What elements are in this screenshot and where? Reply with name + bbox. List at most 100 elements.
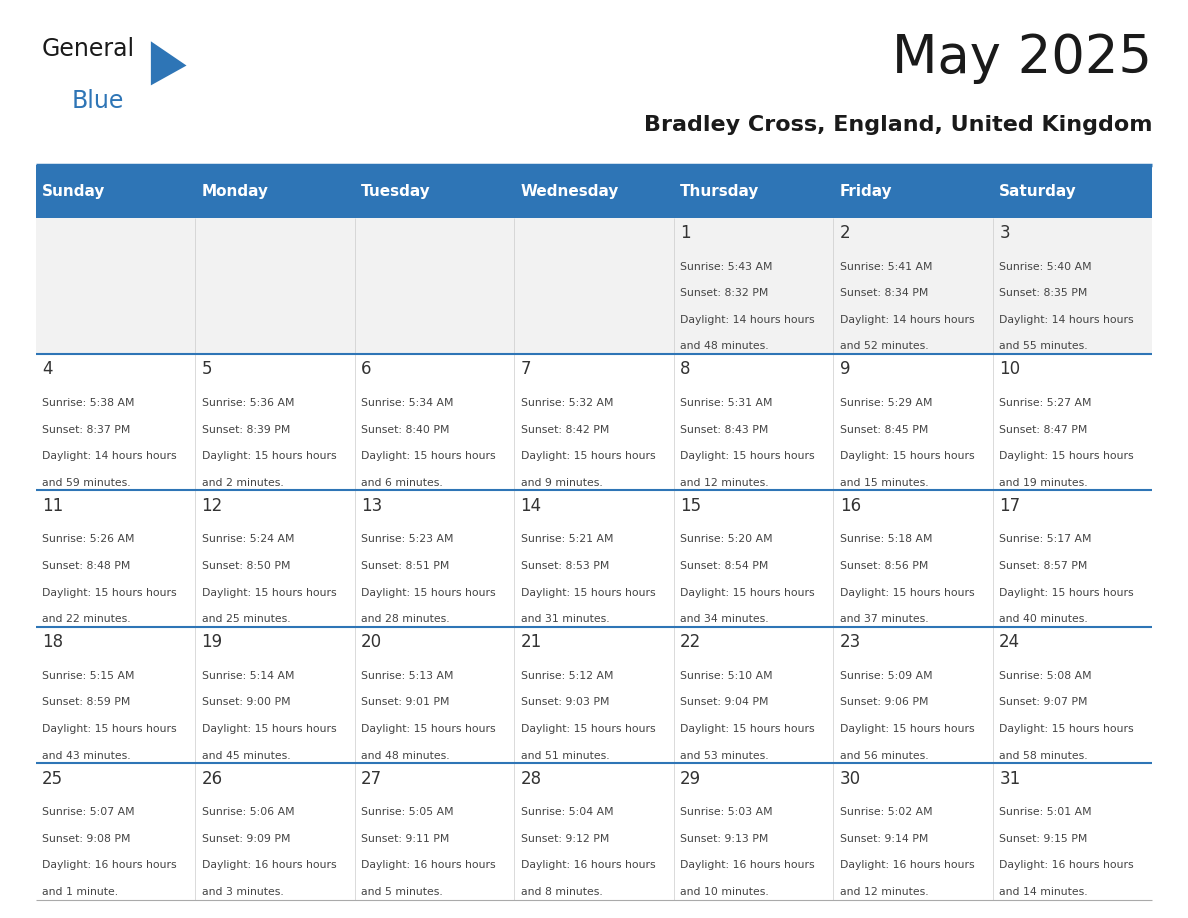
Text: Daylight: 15 hours hours: Daylight: 15 hours hours (520, 452, 656, 461)
Text: Sunset: 8:54 PM: Sunset: 8:54 PM (681, 561, 769, 571)
Text: and 9 minutes.: and 9 minutes. (520, 478, 602, 487)
Text: Sunrise: 5:08 AM: Sunrise: 5:08 AM (999, 671, 1092, 681)
Text: Sunday: Sunday (42, 184, 106, 199)
Text: 5: 5 (202, 361, 211, 378)
Text: and 12 minutes.: and 12 minutes. (681, 478, 769, 487)
Text: Daylight: 15 hours hours: Daylight: 15 hours hours (42, 724, 177, 734)
Text: Sunrise: 5:05 AM: Sunrise: 5:05 AM (361, 807, 454, 817)
Text: Sunset: 9:08 PM: Sunset: 9:08 PM (42, 834, 131, 844)
Text: Sunrise: 5:36 AM: Sunrise: 5:36 AM (202, 398, 295, 408)
Text: 18: 18 (42, 633, 63, 651)
Text: Daylight: 16 hours hours: Daylight: 16 hours hours (202, 860, 336, 870)
Text: Sunset: 8:48 PM: Sunset: 8:48 PM (42, 561, 131, 571)
Text: Sunrise: 5:31 AM: Sunrise: 5:31 AM (681, 398, 772, 408)
Bar (36, 218, 1152, 354)
Text: Sunset: 9:07 PM: Sunset: 9:07 PM (999, 698, 1088, 708)
Text: Daylight: 15 hours hours: Daylight: 15 hours hours (361, 588, 495, 598)
Text: Daylight: 15 hours hours: Daylight: 15 hours hours (520, 724, 656, 734)
Text: Sunset: 9:06 PM: Sunset: 9:06 PM (840, 698, 928, 708)
Text: Daylight: 15 hours hours: Daylight: 15 hours hours (999, 452, 1133, 461)
Text: Sunrise: 5:14 AM: Sunrise: 5:14 AM (202, 671, 295, 681)
Text: Daylight: 15 hours hours: Daylight: 15 hours hours (361, 724, 495, 734)
Text: Daylight: 15 hours hours: Daylight: 15 hours hours (840, 452, 974, 461)
Text: Sunset: 8:40 PM: Sunset: 8:40 PM (361, 425, 449, 434)
Bar (36, 354, 1152, 490)
Text: Daylight: 15 hours hours: Daylight: 15 hours hours (42, 588, 177, 598)
Text: 2: 2 (840, 224, 851, 242)
Text: 10: 10 (999, 361, 1020, 378)
Text: Sunrise: 5:01 AM: Sunrise: 5:01 AM (999, 807, 1092, 817)
Text: 3: 3 (999, 224, 1010, 242)
Text: Daylight: 16 hours hours: Daylight: 16 hours hours (840, 860, 974, 870)
Text: and 51 minutes.: and 51 minutes. (520, 751, 609, 761)
Text: Sunrise: 5:10 AM: Sunrise: 5:10 AM (681, 671, 772, 681)
Text: Daylight: 14 hours hours: Daylight: 14 hours hours (681, 315, 815, 325)
Text: and 19 minutes.: and 19 minutes. (999, 478, 1088, 487)
Text: and 5 minutes.: and 5 minutes. (361, 887, 443, 897)
Text: Sunset: 9:13 PM: Sunset: 9:13 PM (681, 834, 769, 844)
Text: 24: 24 (999, 633, 1020, 651)
Text: 15: 15 (681, 497, 701, 515)
Text: and 53 minutes.: and 53 minutes. (681, 751, 769, 761)
Text: Sunset: 9:14 PM: Sunset: 9:14 PM (840, 834, 928, 844)
Text: Sunrise: 5:06 AM: Sunrise: 5:06 AM (202, 807, 295, 817)
Text: and 52 minutes.: and 52 minutes. (840, 341, 928, 352)
Text: and 55 minutes.: and 55 minutes. (999, 341, 1088, 352)
Polygon shape (151, 41, 187, 85)
Text: Sunset: 8:39 PM: Sunset: 8:39 PM (202, 425, 290, 434)
Text: Sunset: 9:15 PM: Sunset: 9:15 PM (999, 834, 1087, 844)
Text: Sunset: 8:45 PM: Sunset: 8:45 PM (840, 425, 928, 434)
Text: 21: 21 (520, 633, 542, 651)
Bar (36, 763, 1152, 900)
Text: 11: 11 (42, 497, 63, 515)
Text: 4: 4 (42, 361, 52, 378)
Text: Daylight: 15 hours hours: Daylight: 15 hours hours (840, 588, 974, 598)
Text: 20: 20 (361, 633, 383, 651)
Text: Sunrise: 5:29 AM: Sunrise: 5:29 AM (840, 398, 933, 408)
Text: Sunset: 8:57 PM: Sunset: 8:57 PM (999, 561, 1087, 571)
Text: and 43 minutes.: and 43 minutes. (42, 751, 131, 761)
Text: Monday: Monday (202, 184, 268, 199)
Text: and 31 minutes.: and 31 minutes. (520, 614, 609, 624)
Bar (36, 490, 1152, 627)
Text: and 1 minute.: and 1 minute. (42, 887, 118, 897)
Text: Daylight: 15 hours hours: Daylight: 15 hours hours (202, 724, 336, 734)
Text: Sunrise: 5:23 AM: Sunrise: 5:23 AM (361, 534, 454, 544)
Text: Sunrise: 5:32 AM: Sunrise: 5:32 AM (520, 398, 613, 408)
Text: Sunset: 8:59 PM: Sunset: 8:59 PM (42, 698, 131, 708)
Bar (36, 165, 1152, 218)
Text: Sunset: 8:53 PM: Sunset: 8:53 PM (520, 561, 609, 571)
Text: Sunrise: 5:17 AM: Sunrise: 5:17 AM (999, 534, 1092, 544)
Text: and 40 minutes.: and 40 minutes. (999, 614, 1088, 624)
Text: 13: 13 (361, 497, 383, 515)
Text: Daylight: 15 hours hours: Daylight: 15 hours hours (999, 588, 1133, 598)
Text: and 34 minutes.: and 34 minutes. (681, 614, 769, 624)
Text: Sunrise: 5:13 AM: Sunrise: 5:13 AM (361, 671, 454, 681)
Text: Thursday: Thursday (681, 184, 759, 199)
Text: Daylight: 15 hours hours: Daylight: 15 hours hours (681, 452, 815, 461)
Text: Sunrise: 5:38 AM: Sunrise: 5:38 AM (42, 398, 134, 408)
Text: and 48 minutes.: and 48 minutes. (681, 341, 769, 352)
Text: Daylight: 15 hours hours: Daylight: 15 hours hours (361, 452, 495, 461)
Text: 22: 22 (681, 633, 701, 651)
Text: 23: 23 (840, 633, 861, 651)
Text: Daylight: 14 hours hours: Daylight: 14 hours hours (840, 315, 974, 325)
Text: Daylight: 16 hours hours: Daylight: 16 hours hours (520, 860, 656, 870)
Text: Daylight: 16 hours hours: Daylight: 16 hours hours (681, 860, 815, 870)
Text: Daylight: 15 hours hours: Daylight: 15 hours hours (840, 724, 974, 734)
Text: 26: 26 (202, 769, 222, 788)
Text: and 59 minutes.: and 59 minutes. (42, 478, 131, 487)
Text: Sunrise: 5:07 AM: Sunrise: 5:07 AM (42, 807, 134, 817)
Text: Daylight: 16 hours hours: Daylight: 16 hours hours (42, 860, 177, 870)
Text: Daylight: 15 hours hours: Daylight: 15 hours hours (520, 588, 656, 598)
Text: Sunset: 8:43 PM: Sunset: 8:43 PM (681, 425, 769, 434)
Text: and 10 minutes.: and 10 minutes. (681, 887, 769, 897)
Text: Sunrise: 5:20 AM: Sunrise: 5:20 AM (681, 534, 772, 544)
Text: and 25 minutes.: and 25 minutes. (202, 614, 290, 624)
Text: Sunrise: 5:03 AM: Sunrise: 5:03 AM (681, 807, 772, 817)
Text: Sunset: 9:11 PM: Sunset: 9:11 PM (361, 834, 449, 844)
Text: Sunrise: 5:18 AM: Sunrise: 5:18 AM (840, 534, 933, 544)
Text: and 37 minutes.: and 37 minutes. (840, 614, 928, 624)
Text: 8: 8 (681, 361, 690, 378)
Text: Sunrise: 5:34 AM: Sunrise: 5:34 AM (361, 398, 454, 408)
